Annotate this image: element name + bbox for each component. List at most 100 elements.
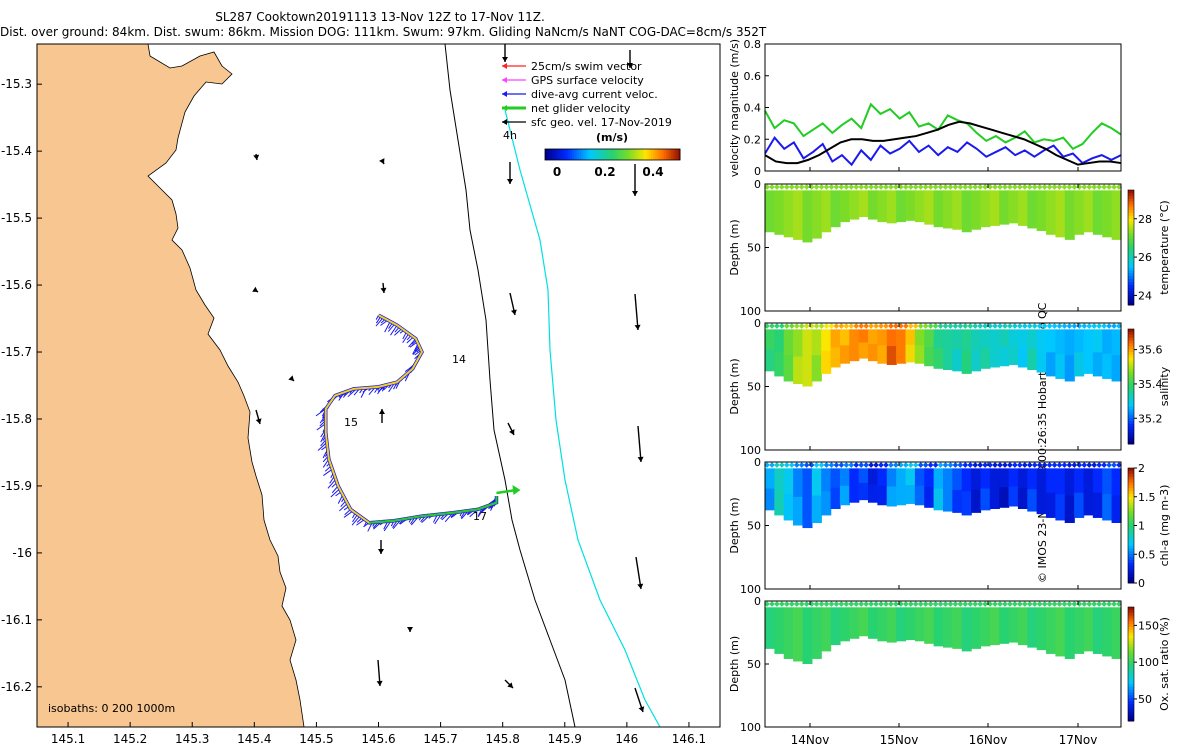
oxygen-colorbar-segment xyxy=(1128,635,1134,639)
chlorophyll-ytick-label: 100 xyxy=(740,583,761,596)
salinity-surface-sample xyxy=(902,323,909,329)
temperature-colorbar-segment xyxy=(1128,276,1134,280)
chlorophyll-surface-sample xyxy=(992,462,998,468)
oxygen-surface-sample xyxy=(917,601,924,607)
chlorophyll-profile-column-lower xyxy=(1102,494,1113,521)
salinity-profile-column-lower xyxy=(802,357,813,387)
map-ytick-label: -15.3 xyxy=(1,77,32,91)
salinity-surface-sample xyxy=(932,323,939,329)
chlorophyll-surface-sample xyxy=(764,462,770,468)
oxygen-colorbar-segment xyxy=(1128,695,1134,699)
salinity-surface-sample xyxy=(922,323,929,329)
salinity-surface-sample xyxy=(893,323,899,329)
chlorophyll-surface-sample xyxy=(828,462,835,468)
chlorophyll-profile-column-lower xyxy=(774,491,785,516)
temperature-surface-sample xyxy=(942,184,949,190)
colorbar-segment xyxy=(641,149,645,160)
chlorophyll-surface-sample xyxy=(813,462,820,468)
chlorophyll-profile-column-lower xyxy=(980,488,991,511)
oxygen-profile-column xyxy=(1055,607,1066,657)
geostrophic-arrow-head xyxy=(502,57,508,62)
oxygen-surface-sample xyxy=(1061,601,1068,607)
salinity-colorbar-segment xyxy=(1128,386,1134,390)
oxygen-colorbar-segment xyxy=(1128,666,1134,671)
temperature-surface-sample xyxy=(952,184,959,190)
colorbar-segment xyxy=(576,149,580,160)
chlorophyll-profile-column-lower xyxy=(999,487,1010,508)
legend-swatch-head xyxy=(502,105,507,111)
temperature-colorbar-segment xyxy=(1128,204,1134,208)
geostrophic-arrow-head xyxy=(507,682,513,688)
geostrophic-arrow-head xyxy=(634,324,641,330)
temperature-colorbar-segment xyxy=(1128,279,1134,283)
oxygen-surface-sample xyxy=(1096,601,1102,607)
chlorophyll-surface-sample xyxy=(1046,462,1053,468)
oxygen-surface-sample xyxy=(823,601,830,607)
temperature-colorbar-segment xyxy=(1128,195,1134,200)
oxygen-colorbar-segment xyxy=(1128,672,1134,676)
geostrophic-arrow-head xyxy=(637,456,644,462)
salinity-colorbar-segment xyxy=(1128,415,1134,419)
colorbar-segment xyxy=(675,149,679,160)
oxygen-profile-column xyxy=(971,607,982,649)
salinity-surface-sample xyxy=(764,323,770,329)
geostrophic-arrow-head xyxy=(637,583,644,589)
geostrophic-arrow-head xyxy=(510,309,517,315)
temperature-profile-column xyxy=(971,190,982,230)
temperature-profile-column xyxy=(1111,190,1122,240)
chlorophyll-colorbar-segment xyxy=(1128,519,1134,524)
temperature-surface-sample xyxy=(774,184,780,190)
salinity-profile-column-lower xyxy=(1074,352,1085,377)
temperature-surface-sample xyxy=(907,184,914,190)
chlorophyll-colorbar-segment xyxy=(1128,476,1134,480)
oxygen-surface-sample xyxy=(813,601,820,607)
temperature-surface-sample xyxy=(764,184,770,190)
temperature-colorbar-segment xyxy=(1128,284,1134,289)
geostrophic-arrow xyxy=(634,293,641,331)
temperature-colorbar-segment xyxy=(1128,227,1134,231)
temperature-colorbar-segment xyxy=(1128,264,1134,269)
chlorophyll-colorbar-segment xyxy=(1128,548,1134,552)
temperature-profile-column xyxy=(914,190,925,223)
chlorophyll-profile-column-lower xyxy=(1092,492,1103,518)
temperature-surface-sample xyxy=(1081,184,1088,190)
temperature-profile-column xyxy=(774,190,785,235)
chlorophyll-profile-column-lower xyxy=(1046,492,1057,518)
temperature-colorbar-segment xyxy=(1128,207,1134,211)
temperature-surface-sample xyxy=(823,184,830,190)
temperature-surface-sample xyxy=(1041,184,1048,190)
temperature-ctick-label: 28 xyxy=(1138,213,1152,226)
oxygen-surface-sample xyxy=(1036,601,1043,607)
salinity-ytick-label: 0 xyxy=(754,317,761,330)
salinity-profile-column-lower xyxy=(1111,355,1122,382)
oxygen-colorbar-segment xyxy=(1128,683,1134,688)
colorbar-segment xyxy=(666,149,670,160)
chlorophyll-surface-sample xyxy=(977,462,984,468)
geostrophic-arrow-head xyxy=(380,287,387,293)
salinity-colorbar-segment xyxy=(1128,366,1134,370)
temperature-surface-sample xyxy=(769,184,775,190)
salinity-surface-sample xyxy=(1096,323,1102,329)
oxygen-surface-sample xyxy=(1012,601,1018,607)
salinity-surface-sample xyxy=(957,323,964,329)
temperature-surface-sample xyxy=(1096,184,1102,190)
colorbar-segment xyxy=(657,149,661,160)
geostrophic-arrow xyxy=(380,282,387,294)
salinity-surface-sample xyxy=(992,323,998,329)
temperature-colorbar-segment xyxy=(1128,241,1134,246)
chlorophyll-panel: 0 50 100 Depth (m) 0 0.5 1 1.5 2 chl-a (mg m-3) xyxy=(728,456,1171,596)
salinity-profile-column-lower xyxy=(877,345,888,364)
salinity-profile-column-lower xyxy=(858,342,869,359)
temperature-surface-sample xyxy=(853,184,860,190)
day-label-17: 17 xyxy=(473,510,487,523)
legend-4h-label: 4h xyxy=(503,129,517,142)
colorbar-segment xyxy=(556,149,559,160)
salinity-ylabel: Depth (m) xyxy=(728,358,741,414)
salinity-colorbar-segment xyxy=(1128,400,1134,405)
chlorophyll-colorbar-segment xyxy=(1128,514,1134,518)
temperature-profile-column xyxy=(905,190,916,221)
chlorophyll-colorbar-segment xyxy=(1128,545,1134,549)
colorbar-tick-0.2: 0.2 xyxy=(594,165,615,179)
chlorophyll-surface-sample xyxy=(1026,462,1033,468)
temperature-ctick-label: 26 xyxy=(1138,251,1152,264)
